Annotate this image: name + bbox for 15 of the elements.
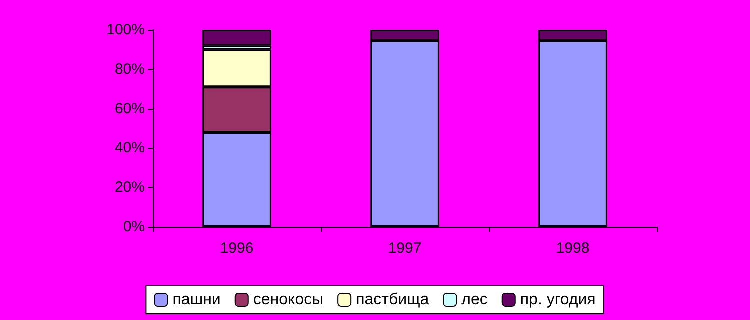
legend-label: пашни [172,292,221,308]
y-tick-label: 80% [114,60,145,78]
legend-label: лес [462,292,488,308]
legend-label: пр. угодия [520,292,596,308]
y-tick-label: 0% [123,218,145,236]
y-tick-label: 40% [114,140,145,157]
y-tick-label: 100% [106,22,145,38]
y-tick-label: 60% [114,100,145,118]
legend-label: пастбища [356,292,430,308]
legend-label: сенокосы [253,292,324,308]
x-tick-label: 1998 [556,240,590,257]
x-tick-label: 1997 [388,240,422,257]
bar [202,30,272,46]
y-tick-label: 20% [114,179,145,196]
x-tick-label: 1996 [220,240,254,257]
